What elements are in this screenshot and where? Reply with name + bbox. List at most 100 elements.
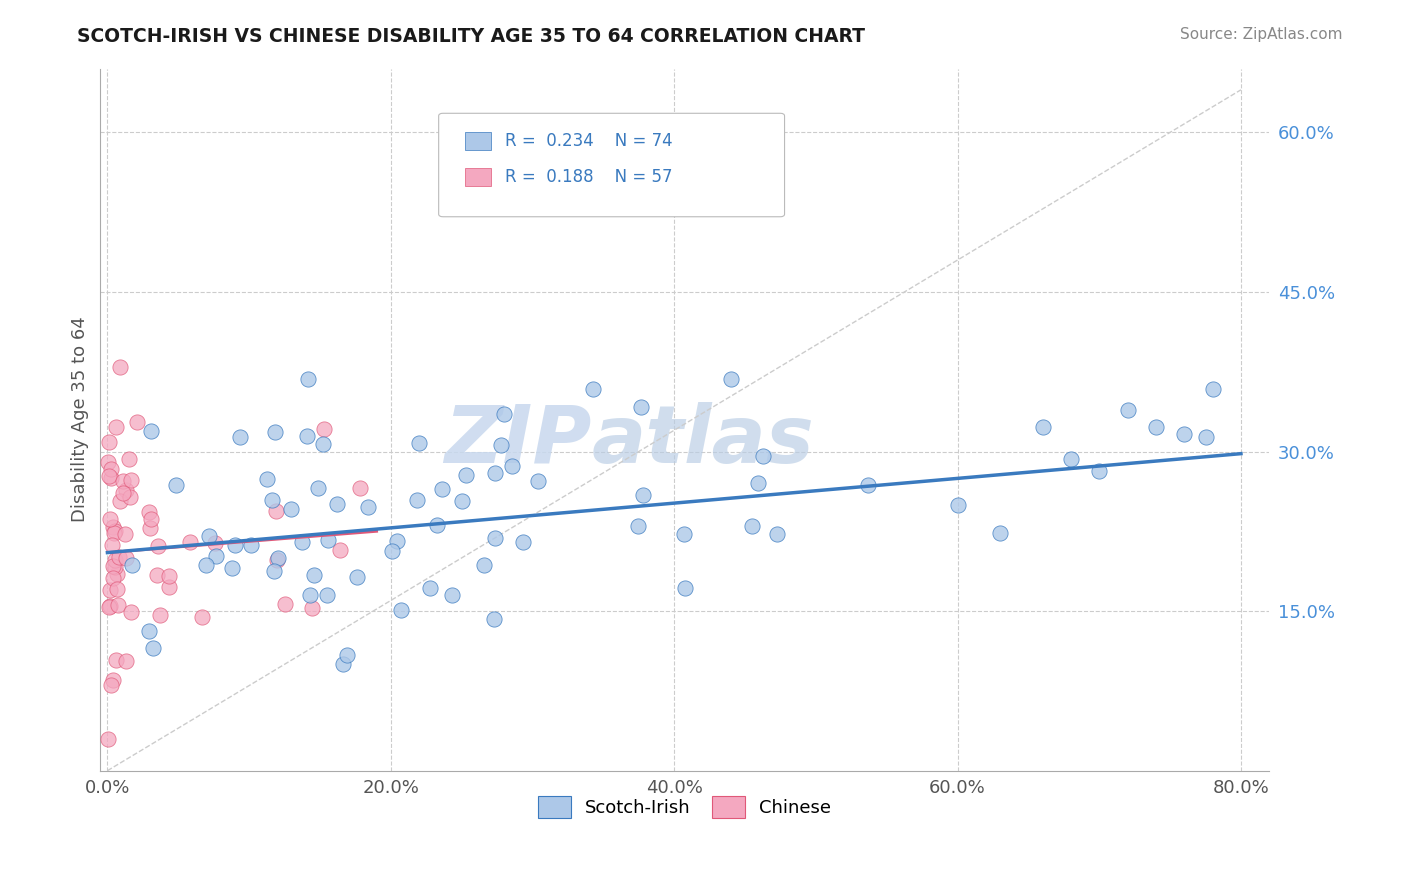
Point (627, 519, 650, 533)
Point (114, 526, 136, 541)
Point (406, 492, 429, 507)
Point (115, 483, 138, 498)
Point (121, 558, 143, 573)
Point (419, 582, 441, 596)
Point (263, 425, 285, 440)
Point (98, 469, 121, 483)
Point (108, 549, 131, 564)
Point (312, 437, 335, 451)
Text: R =  0.234    N = 74: R = 0.234 N = 74 (505, 132, 672, 150)
Point (582, 383, 605, 397)
Point (484, 467, 506, 481)
Point (205, 549, 228, 564)
Point (100, 461, 122, 475)
Point (1032, 420, 1054, 434)
Point (1173, 426, 1195, 441)
Point (107, 598, 129, 612)
Point (105, 567, 128, 582)
Point (389, 602, 412, 616)
Point (101, 673, 124, 687)
Point (159, 569, 181, 583)
Text: Source: ZipAtlas.com: Source: ZipAtlas.com (1180, 27, 1343, 42)
Point (104, 553, 127, 567)
Point (101, 520, 124, 534)
Point (97, 455, 120, 469)
Point (100, 582, 122, 597)
Point (110, 360, 132, 375)
Point (267, 551, 290, 566)
Point (451, 494, 474, 508)
Point (260, 493, 283, 508)
Point (229, 430, 252, 444)
Point (720, 372, 742, 386)
Point (1060, 452, 1083, 467)
Point (301, 601, 323, 615)
Point (138, 624, 160, 638)
Point (484, 531, 506, 545)
Point (1194, 430, 1216, 444)
Point (120, 474, 142, 488)
Point (349, 481, 371, 495)
Point (139, 512, 162, 526)
Point (482, 612, 505, 626)
Point (385, 533, 408, 548)
Text: ZIP: ZIP (444, 401, 592, 480)
Point (264, 504, 287, 518)
Point (297, 372, 319, 386)
Point (239, 538, 262, 552)
Point (108, 493, 131, 508)
Point (630, 401, 652, 415)
Point (329, 542, 352, 557)
Point (1144, 420, 1167, 434)
Point (157, 580, 180, 594)
Point (454, 467, 477, 482)
Point (112, 485, 135, 500)
Point (489, 438, 512, 452)
Point (673, 581, 696, 595)
Point (148, 539, 170, 553)
Point (408, 436, 430, 450)
Point (512, 534, 534, 549)
Point (127, 415, 149, 429)
Point (104, 524, 127, 539)
Point (149, 607, 172, 622)
Point (221, 561, 243, 575)
Point (765, 526, 787, 541)
Text: SCOTCH-IRISH VS CHINESE DISABILITY AGE 35 TO 64 CORRELATION CHART: SCOTCH-IRISH VS CHINESE DISABILITY AGE 3… (77, 27, 865, 45)
Point (741, 519, 763, 533)
Point (139, 521, 162, 535)
Point (336, 648, 359, 662)
Point (198, 529, 221, 543)
Point (204, 535, 226, 549)
Point (302, 568, 325, 582)
Point (316, 588, 339, 602)
Point (256, 472, 278, 486)
Y-axis label: Disability Age 35 to 64: Disability Age 35 to 64 (72, 317, 89, 523)
Point (103, 526, 125, 541)
Point (346, 570, 368, 584)
Point (97, 434, 120, 449)
Text: R =  0.188    N = 57: R = 0.188 N = 57 (505, 168, 672, 186)
Point (472, 558, 495, 572)
Point (280, 502, 302, 516)
Point (114, 550, 136, 565)
Point (104, 559, 127, 574)
Point (263, 564, 285, 578)
Point (316, 533, 339, 548)
Point (988, 526, 1011, 541)
Point (752, 449, 775, 463)
Point (194, 558, 217, 572)
Point (325, 497, 347, 511)
Point (98, 512, 121, 526)
Point (97, 600, 120, 615)
Point (430, 482, 453, 496)
Point (117, 451, 139, 466)
Point (946, 499, 969, 513)
Legend: Scotch-Irish, Chinese: Scotch-Irish, Chinese (531, 789, 838, 825)
Point (146, 567, 169, 582)
Point (381, 544, 404, 558)
Point (104, 653, 127, 667)
Point (747, 476, 769, 491)
Point (332, 657, 354, 671)
Point (631, 488, 654, 502)
